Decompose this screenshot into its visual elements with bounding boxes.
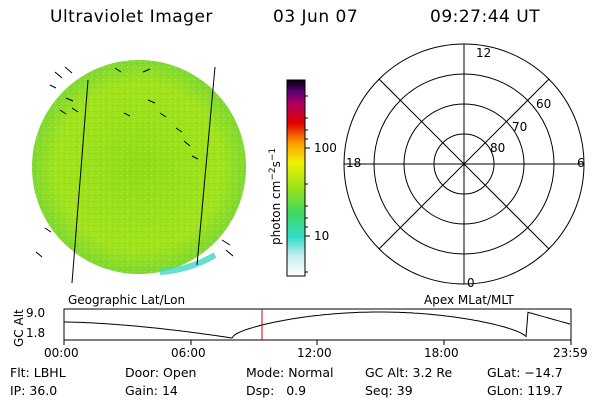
dsp-info: Dsp: 0.9 <box>246 383 306 398</box>
glon-info: GLon: 119.7 <box>487 383 563 398</box>
mode-value: Normal <box>288 365 334 380</box>
date-label: 03 Jun 07 <box>273 7 359 27</box>
mlt-label-0: 0 <box>467 276 475 290</box>
filter-info: Flt: LBHL <box>10 365 66 380</box>
altitude-xtick-2359: 23:59 <box>553 346 588 360</box>
door-value: Open <box>163 365 197 380</box>
gain-info: Gain: 14 <box>125 383 178 398</box>
altitude-xtick-0000: 00:00 <box>44 346 79 360</box>
altitude-xtick-1800: 18:00 <box>424 346 459 360</box>
filter-label: Flt: <box>10 365 30 380</box>
seq-label: Seq: <box>365 383 393 398</box>
glat-value: −14.7 <box>524 365 563 380</box>
altitude-plot <box>63 308 572 345</box>
altitude-ytick-9: 9.0 <box>26 306 46 320</box>
dsp-label: Dsp: <box>246 383 275 398</box>
glon-label: GLon: <box>487 383 524 398</box>
mlt-label-12: 12 <box>476 46 492 60</box>
gcalt-value: 3.2 Re <box>412 365 453 380</box>
altitude-xtick-1200: 12:00 <box>297 346 332 360</box>
colorbar <box>286 79 310 277</box>
filter-value: LBHL <box>33 365 66 380</box>
dsp-value: 0.9 <box>286 383 307 398</box>
mlat-label-60: 60 <box>536 97 552 111</box>
apex-label: Apex MLat/MLT <box>424 293 514 307</box>
glon-value: 119.7 <box>527 383 563 398</box>
glat-info: GLat: −14.7 <box>487 365 563 380</box>
unit-exp1: −2 <box>268 167 278 181</box>
unit-mid: s <box>269 161 283 168</box>
colorbar-unit-label: photon cm−2s−1 <box>268 148 283 245</box>
door-label: Door: <box>125 365 160 380</box>
gain-label: Gain: <box>125 383 158 398</box>
gcalt-info: GC Alt: 3.2 Re <box>365 365 452 380</box>
uv-earth-image <box>32 60 246 284</box>
colorbar-tick-100: 100 <box>314 141 337 155</box>
geographic-label: Geographic Lat/Lon <box>68 293 186 307</box>
unit-exp2: −1 <box>268 147 278 162</box>
mode-info: Mode: Normal <box>246 365 334 380</box>
ip-value: 36.0 <box>29 383 58 398</box>
seq-info: Seq: 39 <box>365 383 413 398</box>
unit-main: photon cm <box>269 180 283 245</box>
ip-info: IP: 36.0 <box>10 383 57 398</box>
seq-value: 39 <box>396 383 413 398</box>
altitude-ytick-1.8: 1.8 <box>26 326 46 340</box>
colorbar-tick-10: 10 <box>314 229 330 243</box>
mlt-label-18: 18 <box>346 156 362 170</box>
time-label: 09:27:44 UT <box>430 7 541 27</box>
mlat-label-70: 70 <box>512 120 528 134</box>
instrument-title: Ultraviolet Imager <box>50 7 213 27</box>
gain-value: 14 <box>161 383 178 398</box>
gcalt-label: GC Alt: <box>365 365 409 380</box>
polar-plot <box>343 43 585 285</box>
mode-label: Mode: <box>246 365 285 380</box>
altitude-xtick-0600: 06:00 <box>171 346 206 360</box>
door-info: Door: Open <box>125 365 196 380</box>
mlat-label-80: 80 <box>490 141 506 155</box>
glat-label: GLat: <box>487 365 521 380</box>
ip-label: IP: <box>10 383 26 398</box>
mlt-label-6: 6 <box>577 156 585 170</box>
altitude-ylabel: GC Alt <box>12 309 26 347</box>
